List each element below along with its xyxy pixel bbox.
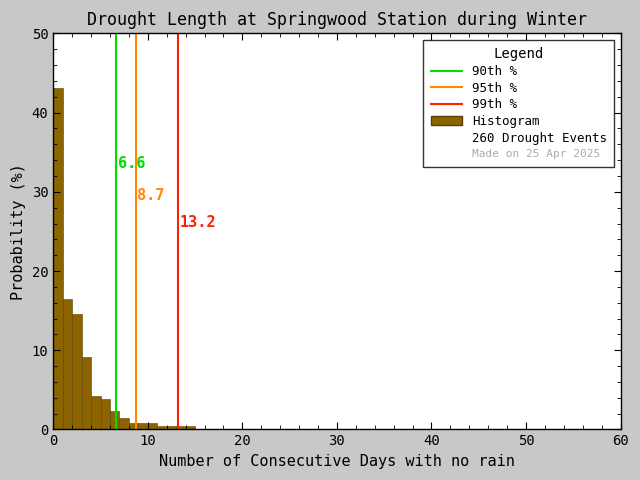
- Bar: [53, 88, 63, 430]
- Text: 8.7: 8.7: [138, 188, 164, 203]
- Bar: [157, 426, 167, 430]
- Bar: [176, 426, 186, 430]
- Bar: [82, 357, 91, 430]
- Legend: 90th %, 95th %, 99th %, Histogram, 260 Drought Events, Made on 25 Apr 2025: 90th %, 95th %, 99th %, Histogram, 260 D…: [423, 40, 614, 167]
- Y-axis label: Probability (%): Probability (%): [11, 163, 26, 300]
- Text: 6.6: 6.6: [118, 156, 145, 171]
- Bar: [167, 426, 176, 430]
- X-axis label: Number of Consecutive Days with no rain: Number of Consecutive Days with no rain: [159, 454, 515, 469]
- Bar: [138, 423, 148, 430]
- Bar: [110, 411, 120, 430]
- Bar: [72, 314, 82, 430]
- Bar: [186, 426, 195, 430]
- Bar: [63, 299, 72, 430]
- Text: 13.2: 13.2: [180, 216, 216, 230]
- Bar: [100, 399, 110, 430]
- Bar: [129, 423, 138, 430]
- Bar: [148, 423, 157, 430]
- Bar: [120, 418, 129, 430]
- Bar: [91, 396, 100, 430]
- Title: Drought Length at Springwood Station during Winter: Drought Length at Springwood Station dur…: [87, 11, 587, 29]
